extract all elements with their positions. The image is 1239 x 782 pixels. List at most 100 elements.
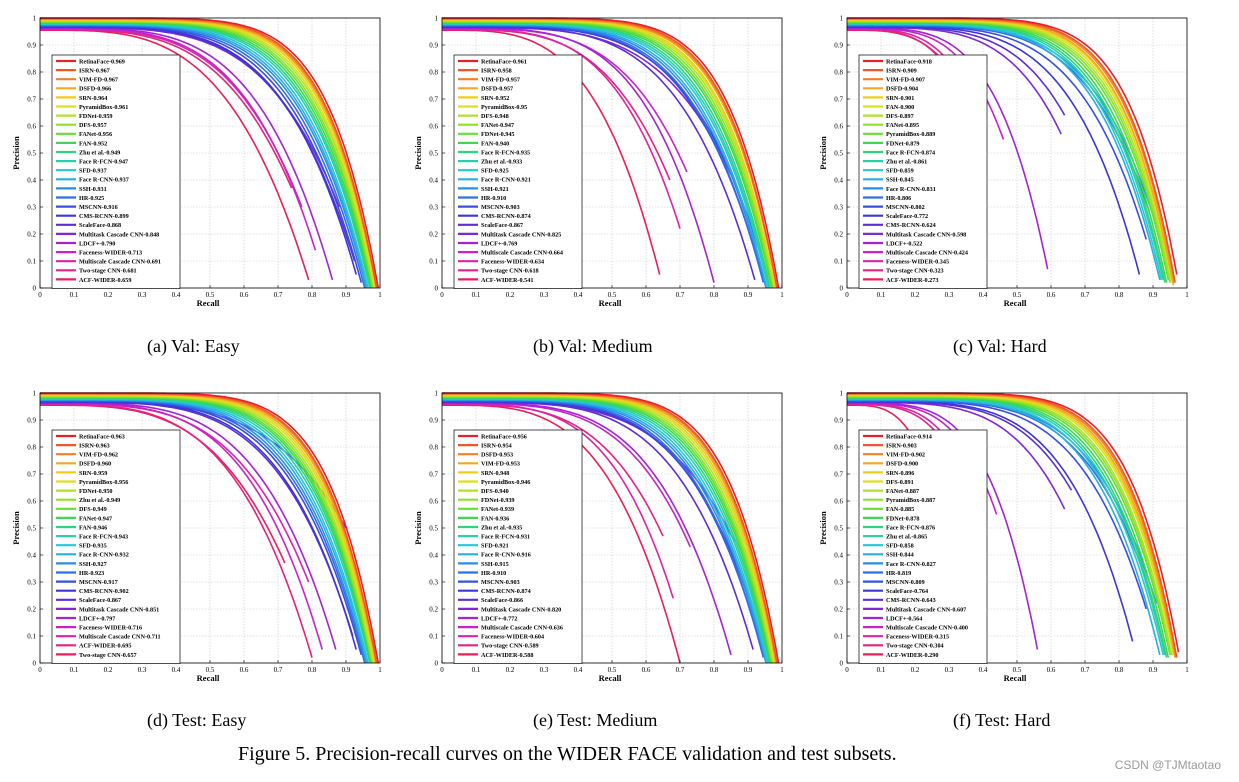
legend-entry: SFD-0.935: [79, 543, 107, 550]
legend-entry: Zhu et al.-0.935: [481, 524, 522, 531]
y-tick-label: 0.7: [27, 471, 36, 479]
legend-entry: SRN-0.948: [481, 470, 509, 477]
legend-entry: DFS-0.957: [79, 122, 107, 129]
x-tick-label: 0.8: [710, 291, 719, 299]
legend-entry: LDCF+-0.797: [79, 615, 115, 622]
legend-entry: FDNet-0.945: [481, 131, 515, 138]
legend-entry: RetinaFace-0.963: [79, 433, 125, 440]
legend-entry: Zhu et al.-0.861: [886, 159, 927, 166]
legend-entry: Multiscale Cascade CNN-0.691: [79, 259, 161, 266]
y-tick-label: 0.9: [27, 42, 36, 50]
legend-entry: RetinaFace-0.969: [79, 58, 125, 65]
x-tick-label: 0: [845, 666, 849, 674]
legend-entry: FANet-0.956: [79, 131, 112, 138]
x-tick-label: 0.2: [104, 291, 113, 299]
x-tick-label: 0.4: [574, 291, 583, 299]
y-tick-label: 0: [435, 660, 439, 668]
y-tick-label: 0.1: [429, 258, 438, 266]
legend-entry: Face R-FCN-0.935: [481, 149, 530, 156]
watermark-text: CSDN @TJMtaotao: [1114, 758, 1221, 772]
legend-entry: Faceness-WIDER-0.345: [886, 259, 949, 266]
legend-entry: Faceness-WIDER-0.716: [79, 625, 142, 632]
x-axis-label: Recall: [1004, 673, 1027, 683]
y-tick-label: 0.3: [834, 204, 843, 212]
chart-panel-val-easy: 0 0.1 0.2 0.3 0.4 0.5 0.6 0.7 0.8 0.9 1 0 0.1 0.2 0.3 0…: [0, 6, 382, 309]
subcaption-val-easy: (a) Val: Easy: [147, 336, 240, 356]
legend-entry: Two-stage CNN-0.589: [481, 643, 539, 650]
legend-entry: DSFD-0.957: [481, 86, 513, 93]
legend-entry: Face R-CNN-0.932: [79, 552, 129, 559]
y-tick-label: 0.3: [27, 579, 36, 587]
legend-entry: LDCF+-0.522: [886, 240, 922, 247]
y-tick-label: 0.2: [429, 231, 438, 239]
y-tick-label: 0.1: [834, 633, 843, 641]
legend-entry: Face R-FCN-0.931: [481, 534, 530, 541]
x-tick-label: 0.9: [1149, 666, 1158, 674]
y-tick-label: 0.2: [27, 231, 36, 239]
curves: [847, 392, 1180, 661]
curves: [442, 392, 780, 664]
legend: RetinaFace-0.963 ISRN-0.963 VIM-FD-0.962 DS…: [51, 429, 181, 664]
y-tick-label: 0: [33, 660, 37, 668]
x-tick-label: 0.2: [506, 666, 515, 674]
y-tick-label: 0.6: [27, 498, 36, 506]
x-tick-label: 0.7: [676, 666, 685, 674]
legend-entry: MSCNN-0.903: [481, 204, 520, 211]
x-tick-label: 0.4: [172, 666, 181, 674]
legend-entry: RetinaFace-0.956: [481, 433, 527, 440]
y-tick-label: 0.4: [429, 552, 438, 560]
pr-chart-val-hard: 0 0.1 0.2 0.3 0.4 0.5 0.6 0.7 0.8 0.9 1 0 0.1 0.2 0.3 0…: [818, 15, 1189, 309]
legend-entry: LDCF+-0.769: [481, 240, 517, 247]
x-tick-label: 0: [440, 666, 444, 674]
legend: RetinaFace-0.914 ISRN-0.903 VIM-FD-0.902 DS…: [858, 429, 988, 664]
x-tick-label: 0.2: [104, 666, 113, 674]
x-tick-label: 0.4: [574, 666, 583, 674]
legend-entry: VIM-FD-0.962: [79, 452, 118, 459]
x-tick-label: 0.8: [1115, 666, 1124, 674]
x-tick-label: 0.9: [1149, 291, 1158, 299]
x-tick-label: 0.3: [945, 291, 954, 299]
chart-panel-test-medium: 0 0.1 0.2 0.3 0.4 0.5 0.6 0.7 0.8 0.9 1 0 0.1 0.2 0.3 0…: [402, 381, 784, 684]
legend-entry: Multiscale Cascade CNN-0.636: [481, 625, 563, 632]
legend-entry: Face R-FCN-0.876: [886, 524, 935, 531]
x-tick-label: 0.5: [1013, 666, 1022, 674]
x-tick-label: 0.6: [642, 291, 651, 299]
legend-box: [453, 54, 583, 289]
chart-panel-val-medium: 0 0.1 0.2 0.3 0.4 0.5 0.6 0.7 0.8 0.9 1 0 0.1 0.2 0.3 0…: [402, 6, 784, 309]
y-tick-label: 0.7: [834, 471, 843, 479]
y-tick-label: 0: [33, 285, 37, 293]
legend-entry: Multitask Cascade CNN-0.825: [481, 231, 561, 238]
x-tick-label: 0.9: [342, 291, 351, 299]
x-tick-label: 0.5: [206, 666, 215, 674]
legend-entry: FDNet-0.879: [886, 140, 920, 147]
y-tick-label: 0.3: [27, 204, 36, 212]
y-tick-label: 0.6: [429, 123, 438, 131]
pr-chart-test-hard: 0 0.1 0.2 0.3 0.4 0.5 0.6 0.7 0.8 0.9 1 0 0.1 0.2 0.3 0…: [818, 390, 1189, 684]
legend-entry: HR-0.925: [79, 195, 104, 202]
x-tick-label: 0.3: [945, 666, 954, 674]
y-tick-label: 0.1: [27, 258, 36, 266]
legend-entry: Multiscale Cascade CNN-0.424: [886, 250, 968, 257]
legend-entry: Face R-CNN-0.937: [79, 177, 129, 184]
x-tick-label: 0.4: [979, 666, 988, 674]
legend-entry: MSCNN-0.917: [79, 579, 118, 586]
legend-entry: SFD-0.859: [886, 168, 914, 175]
x-tick-label: 0.5: [1013, 291, 1022, 299]
legend-entry: PyramidBox-0.889: [886, 131, 935, 138]
y-tick-label: 1: [435, 390, 439, 398]
x-axis-label: Recall: [599, 673, 622, 683]
y-tick-label: 0.4: [27, 552, 36, 560]
legend-entry: SRN-0.952: [481, 95, 509, 102]
legend-entry: ScaleFace-0.764: [886, 588, 928, 595]
legend-entry: HR-0.923: [79, 570, 104, 577]
legend-entry: Zhu et al.-0.865: [886, 534, 927, 541]
legend-entry: ACF-WIDER-0.659: [79, 277, 131, 284]
legend-entry: Faceness-WIDER-0.634: [481, 259, 544, 266]
y-tick-label: 0.9: [27, 417, 36, 425]
legend-entry: Face R-FCN-0.943: [79, 534, 128, 541]
legend-entry: Face R-CNN-0.831: [886, 186, 936, 193]
pr-chart-val-easy: 0 0.1 0.2 0.3 0.4 0.5 0.6 0.7 0.8 0.9 1 0 0.1 0.2 0.3 0…: [11, 15, 382, 309]
legend-entry: Multitask Cascade CNN-0.607: [886, 606, 966, 613]
y-tick-label: 0.5: [27, 525, 36, 533]
curves: [40, 392, 380, 664]
